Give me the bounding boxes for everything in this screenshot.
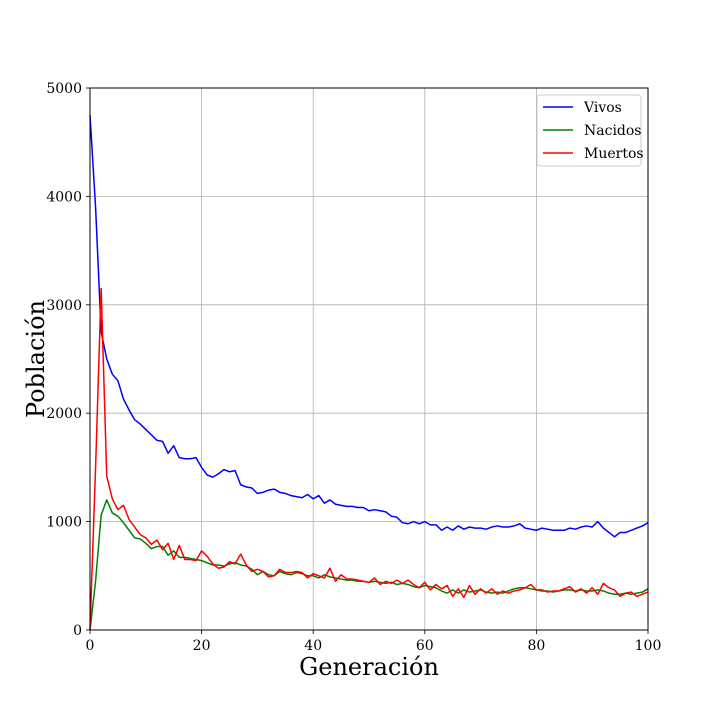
series-line-vivos xyxy=(89,115,649,538)
grid-lines xyxy=(89,87,649,631)
x-tick-label: 100 xyxy=(635,638,662,654)
y-tick-label: 4000 xyxy=(46,189,82,205)
legend-label-vivos: Vivos xyxy=(583,100,622,116)
legend-label-nacidos: Nacidos xyxy=(584,123,642,139)
x-tick-label: 60 xyxy=(416,638,434,654)
x-axis-label: Generación xyxy=(299,653,439,681)
y-tick-label: 5000 xyxy=(46,81,82,97)
plot-frame xyxy=(89,87,649,631)
series-line-muertos xyxy=(89,287,649,631)
y-tick-label: 3000 xyxy=(46,298,82,314)
x-tick-label: 20 xyxy=(193,638,211,654)
y-tick-label: 1000 xyxy=(46,515,82,531)
x-tick-label: 80 xyxy=(527,638,545,654)
y-tick-label: 0 xyxy=(73,623,82,639)
data-series xyxy=(89,115,649,631)
y-axis-label: Población xyxy=(22,300,50,418)
legend-label-muertos: Muertos xyxy=(584,146,644,162)
legend-box xyxy=(536,94,642,167)
legend: Vivos Nacidos Muertos xyxy=(536,94,644,167)
x-tick-label: 40 xyxy=(304,638,322,654)
x-tick-label: 0 xyxy=(86,638,95,654)
y-tick-label: 2000 xyxy=(46,406,82,422)
